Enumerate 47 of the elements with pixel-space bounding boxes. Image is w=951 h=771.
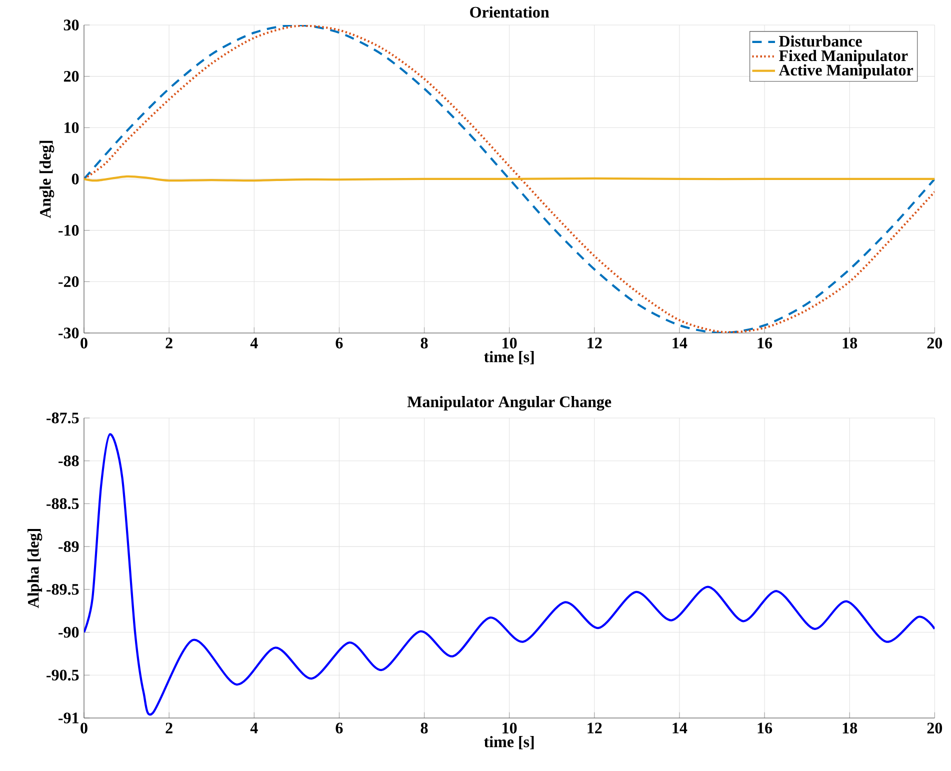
x-axis-title: time [s] [484, 736, 534, 750]
chart-title: Manipulator Angular Change [407, 396, 612, 411]
x-tick-label: 12 [588, 338, 602, 348]
x-tick-label: 16 [758, 722, 772, 734]
x-tick-label: 14 [672, 338, 688, 348]
x-tick-label: 20 [927, 338, 942, 348]
y-tick-label: 20 [64, 70, 79, 82]
y-tick-label: -90 [58, 626, 79, 638]
x-tick-label: 20 [927, 722, 942, 734]
x-tick-label: 16 [758, 338, 772, 348]
x-axis-title: time [s] [484, 350, 534, 364]
chart-title: Orientation [470, 6, 550, 18]
y-axis-title: Alpha [deg] [28, 528, 42, 608]
legend-label: Disturbance [779, 35, 862, 47]
x-tick-label: 8 [420, 722, 428, 734]
x-tick-label: 4 [250, 722, 258, 734]
legend-label: Active Manipulator [778, 64, 914, 79]
x-tick-label: 12 [588, 722, 602, 734]
legend-label: Fixed Manipulator [779, 50, 908, 64]
y-tick-label: -91 [58, 712, 78, 724]
x-tick-label: 10 [502, 338, 517, 348]
x-tick-label: 10 [502, 722, 517, 734]
x-tick-label: 18 [842, 338, 858, 348]
x-tick-label: 14 [672, 722, 688, 734]
x-tick-label: 8 [420, 338, 428, 348]
y-tick-label: -88 [58, 455, 79, 466]
y-tick-label: -89 [58, 541, 79, 552]
y-tick-label: -89.5 [46, 584, 79, 595]
x-tick-label: 6 [336, 338, 343, 348]
x-tick-label: 4 [250, 338, 258, 348]
x-tick-label: 2 [166, 338, 172, 348]
y-tick-label: -87.5 [46, 412, 79, 424]
y-tick-label: -88.5 [46, 498, 79, 510]
y-tick-label: -30 [58, 328, 79, 338]
x-tick-label: 18 [842, 722, 858, 734]
line-series [84, 24, 935, 333]
y-tick-label: 10 [64, 122, 79, 134]
y-tick-label: 30 [64, 20, 79, 30]
y-tick-label: -10 [58, 224, 79, 236]
x-tick-label: 0 [80, 338, 88, 348]
x-tick-label: 2 [166, 722, 172, 734]
y-tick-label: -90.5 [46, 670, 79, 681]
y-tick-label: 0 [72, 174, 79, 184]
y-tick-label: -20 [58, 276, 79, 288]
y-axis-title: Angle [deg] [40, 140, 54, 218]
x-tick-label: 6 [336, 722, 343, 734]
x-tick-label: 0 [80, 722, 88, 734]
